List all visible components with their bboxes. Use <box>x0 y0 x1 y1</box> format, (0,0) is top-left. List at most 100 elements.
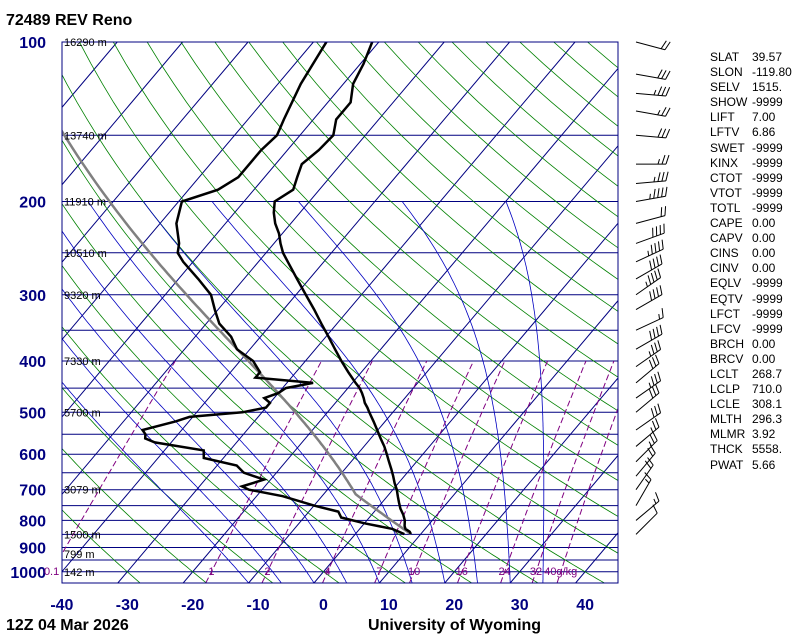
index-row: PWAT 5.66 <box>710 458 798 473</box>
index-value: -9999 <box>752 170 783 185</box>
index-row: SHOW -9999 <box>710 95 798 110</box>
height-label: 1500 m <box>64 529 101 541</box>
stability-indices-panel: SLAT 39.57 SLON -119.80 SELV 1515. SHOW -9999 LI… <box>710 50 798 473</box>
dewpoint-trace <box>140 42 405 536</box>
index-name: KINX <box>710 155 739 170</box>
index-value: -119.80 <box>752 65 792 80</box>
moist-adiabat-line <box>62 288 315 583</box>
mixing-ratio-label: 16 <box>456 566 468 578</box>
wind-barb <box>635 285 663 311</box>
index-name: SLAT <box>710 50 740 64</box>
pressure-tick-label: 1000 <box>10 565 46 582</box>
wind-barb <box>635 171 669 185</box>
dry-adiabat-line <box>112 42 618 517</box>
index-name: LIFT <box>710 110 735 125</box>
wind-barbs <box>635 40 671 535</box>
dry-adiabat-line <box>62 387 274 583</box>
index-value: 0.00 <box>752 216 776 231</box>
isotherm-line <box>62 42 183 186</box>
mixing-ratio-line <box>322 360 428 583</box>
index-value: 3.92 <box>752 427 776 442</box>
wind-barb <box>635 86 671 97</box>
dry-adiabat-line <box>62 203 472 583</box>
pressure-tick-label: 700 <box>19 483 46 500</box>
index-name: LCLP <box>710 382 741 397</box>
dry-adiabat-line <box>62 139 539 583</box>
pressure-tick-label: 300 <box>19 288 46 305</box>
isotherm-line <box>509 454 618 583</box>
dry-adiabat-line <box>79 42 618 554</box>
observation-time: 12Z 04 Mar 2026 <box>6 617 129 634</box>
index-row: LIFT 7.00 <box>710 110 798 125</box>
index-value: 0.00 <box>752 351 776 366</box>
mixing-ratio-label: 10 <box>408 566 420 578</box>
index-value: 268.7 <box>752 366 783 381</box>
plot-area <box>62 42 618 583</box>
index-row: EQLV -9999 <box>710 276 798 291</box>
index-name: CINS <box>710 246 739 261</box>
temperature-tick-label: 0 <box>319 597 328 614</box>
index-row: THCK 5558. <box>710 442 798 457</box>
mixing-ratio-label: 0.1 <box>44 566 59 578</box>
isotherm-line <box>444 377 618 583</box>
wind-barb <box>635 206 667 224</box>
temperature-trace <box>272 42 413 535</box>
index-value: 0.00 <box>752 231 776 246</box>
pressure-tick-label: 600 <box>19 447 46 464</box>
index-name: CAPE <box>710 216 743 231</box>
moist-adiabat-line <box>298 201 478 583</box>
mixing-ratio-line <box>531 360 615 583</box>
index-name: MLMR <box>710 427 746 442</box>
wind-barb <box>635 223 665 244</box>
dry-adiabat-line <box>62 509 141 583</box>
index-name: SLON <box>710 65 743 80</box>
moist-adiabat-line <box>62 230 348 583</box>
pressure-tick-label: 100 <box>19 35 46 52</box>
index-value: -9999 <box>752 155 783 170</box>
dry-adiabat-line <box>248 42 618 378</box>
index-row: MLMR 3.92 <box>710 427 798 442</box>
wind-barb <box>635 354 660 384</box>
height-label: 142 m <box>64 567 95 579</box>
mixing-ratio-line <box>261 360 373 583</box>
index-name: MLTH <box>710 412 742 427</box>
mixing-ratio-line <box>62 360 176 555</box>
index-value: 6.86 <box>752 125 776 140</box>
wind-barb <box>635 128 671 139</box>
index-name: LCLE <box>710 397 741 412</box>
pressure-tick-label: 800 <box>19 513 46 530</box>
dry-adiabat-line <box>62 264 406 583</box>
temperature-tick-label: 20 <box>445 597 463 614</box>
mixing-ratio-label: 32 <box>530 566 542 578</box>
wind-barb <box>635 384 660 413</box>
index-row: BRCV 0.00 <box>710 352 798 367</box>
wind-barb <box>635 403 662 431</box>
index-row: KINX -9999 <box>710 156 798 171</box>
temperature-tick-label: 10 <box>380 597 398 614</box>
dry-adiabat-line <box>62 448 207 583</box>
index-row: LCLE 308.1 <box>710 397 798 412</box>
moist-adiabat-line <box>62 337 282 583</box>
moist-adiabat-line <box>143 201 413 583</box>
index-row: LFCV -9999 <box>710 322 798 337</box>
mixing-ratio-label: 40g/kg <box>544 566 577 578</box>
index-row: VTOT -9999 <box>710 186 798 201</box>
index-name: VTOT <box>710 185 742 200</box>
dry-adiabat-line <box>350 42 618 280</box>
station-title: 72489 REV Reno <box>6 12 133 29</box>
index-row: LFTV 6.86 <box>710 125 798 140</box>
mixing-ratio-line <box>409 360 506 583</box>
height-label: 13740 m <box>64 130 107 142</box>
index-value: 308.1 <box>752 397 783 412</box>
index-row: MLTH 296.3 <box>710 412 798 427</box>
index-value: 7.00 <box>752 110 776 125</box>
isotherm-line <box>62 42 510 573</box>
index-value: -9999 <box>752 276 783 291</box>
temperature-tick-label: -20 <box>181 597 204 614</box>
mixing-ratio-line <box>500 360 587 583</box>
plot-frame <box>61 41 619 584</box>
index-name: TOTL <box>710 200 741 215</box>
index-row: SLAT 39.57 <box>710 50 798 65</box>
mixing-ratio-label: 2 <box>264 566 270 578</box>
moist-adiabat-line <box>505 201 545 583</box>
